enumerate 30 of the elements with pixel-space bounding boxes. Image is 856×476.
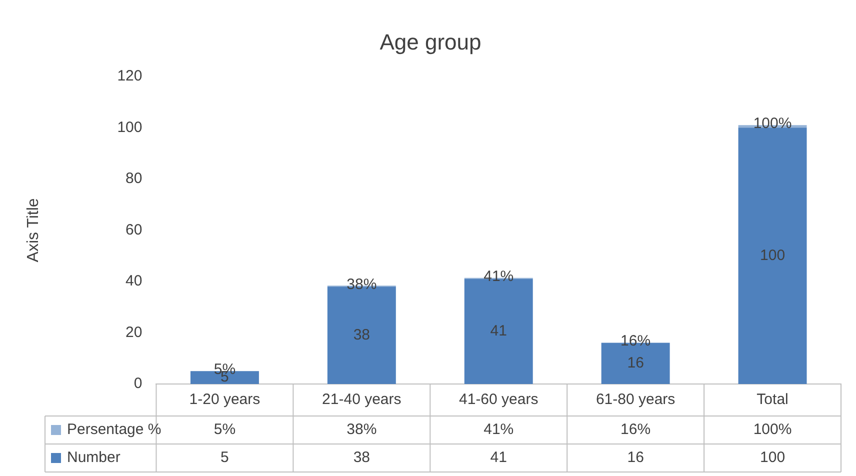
y-tick-label: 100 bbox=[117, 118, 142, 136]
data-label: 16% bbox=[620, 421, 651, 438]
text: 16 bbox=[627, 354, 644, 372]
y-tick-label: 40 bbox=[126, 272, 142, 290]
y-tick-label: 60 bbox=[126, 221, 142, 238]
data-label: 5% bbox=[214, 421, 236, 438]
y-tick-label: 20 bbox=[126, 324, 142, 341]
x-tick-label: 1-20 years bbox=[189, 391, 260, 408]
x-tick-label: 61-80 years bbox=[596, 391, 676, 408]
y-tick-label: 0 bbox=[134, 375, 142, 392]
x-tick-label: 21-40 years bbox=[322, 391, 402, 408]
chart-title: Age group bbox=[380, 29, 482, 54]
legend-label: Persentage % bbox=[67, 421, 162, 438]
data-label: 16 bbox=[627, 449, 644, 466]
text: 38 bbox=[353, 326, 370, 344]
legend-label: Number bbox=[67, 449, 120, 466]
y-tick-label: 120 bbox=[117, 68, 142, 85]
data-label: 100 bbox=[760, 449, 786, 466]
y-axis-title: Axis Title bbox=[25, 198, 42, 262]
x-tick-label: Total bbox=[756, 391, 788, 408]
text: 41 bbox=[490, 322, 507, 340]
data-label: 38% bbox=[346, 421, 377, 438]
text: 100 bbox=[760, 246, 786, 264]
data-label: 5 bbox=[220, 449, 229, 466]
data-label: 38 bbox=[353, 449, 370, 466]
x-tick-label: 41-60 years bbox=[459, 391, 538, 408]
y-tick-label: 80 bbox=[126, 170, 142, 188]
data-label: 100% bbox=[753, 421, 792, 438]
data-label: 41% bbox=[484, 421, 514, 438]
data-label: 41 bbox=[490, 449, 507, 466]
